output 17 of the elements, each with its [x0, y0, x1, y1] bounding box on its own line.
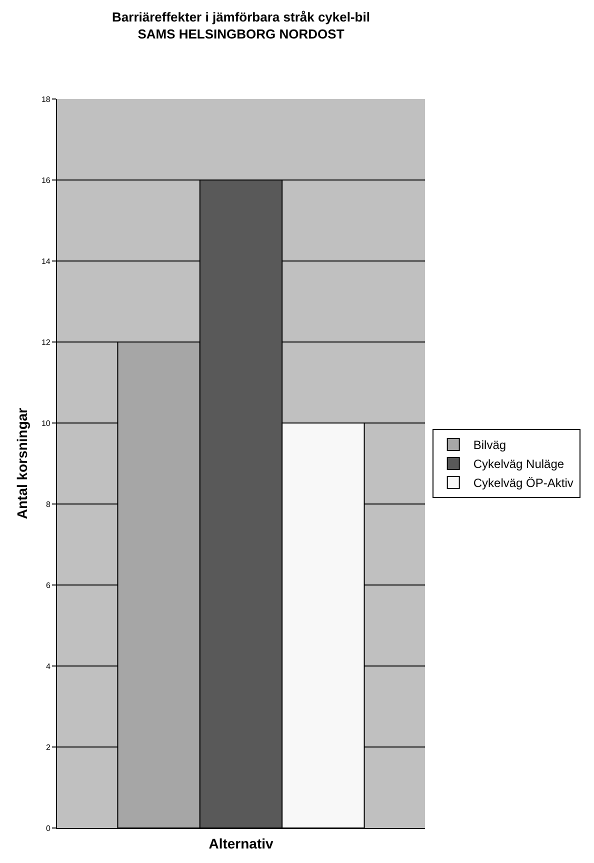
chart-subtitle: SAMS HELSINGBORG NORDOST — [138, 26, 344, 42]
y-tick-label: 16 — [41, 176, 51, 185]
y-tick-label: 18 — [41, 94, 51, 104]
y-tick-label: 14 — [41, 256, 51, 266]
y-tick-label: 10 — [41, 418, 51, 428]
x-axis-title: Alternativ — [208, 836, 274, 852]
y-tick-label: 6 — [46, 580, 51, 590]
chart-title: Barriäreffekter i jämförbara stråk cykel-bil — [112, 10, 370, 25]
y-tick-label: 12 — [41, 338, 51, 347]
y-axis-title: Antal korsningar — [14, 407, 30, 520]
legend-label: Cykelväg Nuläge — [473, 457, 564, 472]
y-tick-label: 0 — [46, 824, 51, 833]
legend-label: Cykelväg ÖP-Aktiv — [473, 476, 574, 490]
y-tick-label: 8 — [46, 500, 51, 509]
legend-label: Bilväg — [473, 438, 506, 452]
y-tick-label: 4 — [46, 662, 51, 671]
y-tick-label: 2 — [46, 742, 51, 752]
